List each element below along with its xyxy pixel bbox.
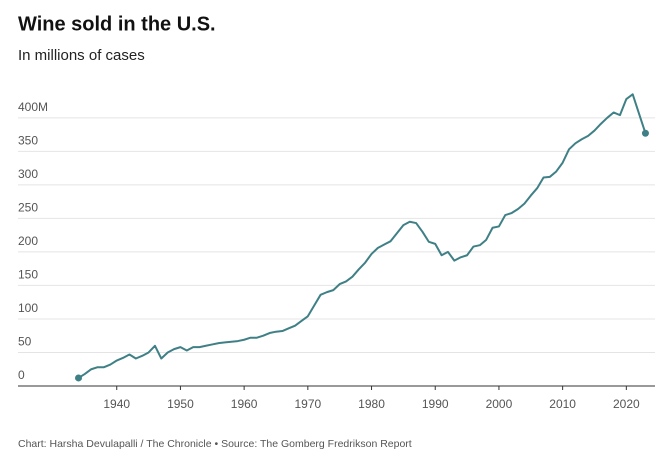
x-tick-label: 2020	[613, 397, 640, 411]
chart-title: Wine sold in the U.S.	[18, 13, 216, 35]
y-tick-label: 250	[18, 201, 38, 215]
data-line	[77, 93, 647, 379]
y-tick-label: 350	[18, 134, 38, 148]
end-dot	[75, 374, 83, 382]
y-tick-label: 400M	[18, 100, 48, 114]
x-tick-label: 1980	[358, 397, 385, 411]
x-tick-label: 2010	[549, 397, 576, 411]
x-tick-label: 2000	[486, 397, 513, 411]
y-tick-label: 200	[18, 234, 38, 248]
x-tick-label: 1940	[103, 397, 130, 411]
x-tick-label: 1990	[422, 397, 449, 411]
chart-subtitle: In millions of cases	[18, 47, 145, 64]
y-tick-label: 50	[18, 335, 32, 349]
x-tick-label: 1960	[231, 397, 258, 411]
x-tick-label: 1950	[167, 397, 194, 411]
y-tick-label: 0	[18, 368, 25, 382]
y-tick-label: 300	[18, 167, 38, 181]
end-dot	[641, 129, 649, 137]
y-tick-label: 150	[18, 268, 38, 282]
x-tick-label: 1970	[294, 397, 321, 411]
source-note: Chart: Harsha Devulapalli / The Chronicl…	[18, 438, 412, 450]
y-tick-label: 100	[18, 301, 38, 315]
